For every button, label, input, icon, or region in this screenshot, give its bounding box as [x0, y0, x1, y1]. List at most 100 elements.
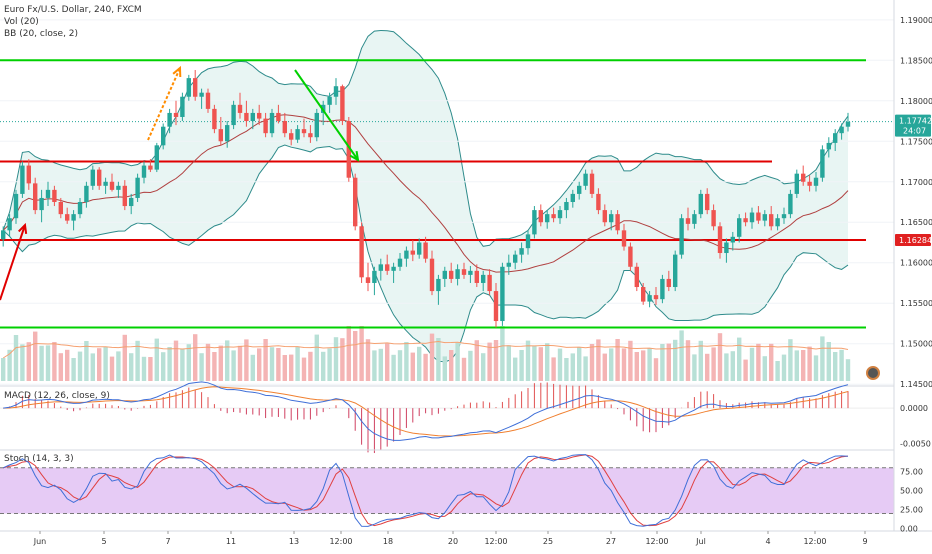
candle-up [525, 234, 531, 249]
candle-up [545, 214, 550, 223]
volume-bar [148, 357, 153, 381]
volume-bar [391, 354, 396, 381]
red-up-arrow [0, 222, 28, 301]
volume-bar [39, 345, 44, 381]
volume-bar [724, 353, 729, 381]
volume-bar [698, 340, 703, 381]
candle-up [647, 295, 652, 302]
volume-bar [116, 351, 121, 381]
time-tick-label: 27 [606, 537, 616, 546]
volume-bar [250, 354, 255, 381]
candle-down [365, 277, 371, 283]
candle-down [410, 250, 415, 255]
time-tick-label: 9 [862, 537, 867, 546]
volume-bar [154, 338, 159, 381]
volume-bar [314, 334, 319, 381]
volume-bar [122, 334, 127, 381]
volume-bar [397, 350, 403, 381]
price-tick-label: 1.18000 [900, 97, 932, 106]
candle-down [596, 193, 601, 211]
candle-up [506, 262, 511, 267]
candle-up [250, 112, 255, 122]
candle-up [698, 193, 703, 215]
bollinger-label: BB (20, close, 2) [4, 29, 79, 39]
volume-bar [26, 342, 31, 381]
price-tick-label: 1.18500 [900, 56, 932, 65]
candle-down [148, 165, 153, 170]
candle-down [621, 230, 627, 247]
candle-up [1, 230, 6, 240]
volume-bar [615, 339, 620, 381]
volume-bar [205, 343, 211, 381]
volume-bar [167, 347, 172, 381]
candle-up [737, 218, 742, 237]
green-down-arrow-shaft [294, 69, 359, 161]
macd-label: MACD (12, 26, close, 9) [4, 391, 110, 401]
candle-down [346, 121, 351, 178]
volume-bar [442, 356, 447, 381]
candle-down [301, 129, 307, 134]
candle-up [730, 236, 735, 243]
volume-bar [481, 353, 486, 381]
price-tick-label: 1.15000 [900, 340, 932, 349]
volume-bar [340, 338, 345, 381]
volume-bar [519, 350, 524, 381]
time-tick-label: 18 [383, 537, 393, 546]
volume-bar [820, 336, 825, 381]
candle-up [129, 197, 134, 207]
candle-up [295, 129, 300, 140]
volume-bar [173, 340, 179, 381]
volume-bar [365, 339, 371, 381]
stoch-tick-label: 25.00 [900, 506, 923, 515]
candle-down [589, 173, 595, 194]
candle-up [692, 214, 697, 224]
volume-bar [410, 352, 415, 381]
volume-bar [653, 358, 659, 381]
volume-bar [71, 358, 76, 381]
level-price-value: 1.16284 [899, 236, 932, 245]
candle-down [65, 214, 70, 221]
volume-bars [1, 326, 851, 381]
candle-down [109, 181, 115, 190]
candle-up [141, 165, 147, 178]
candle-down [97, 169, 102, 186]
candle-up [154, 145, 159, 170]
volume-bar [103, 346, 108, 381]
volume-bar [52, 342, 57, 381]
stoch-label: Stoch (14, 3, 3) [4, 454, 74, 464]
candle-up [775, 218, 780, 227]
volume-bar [532, 345, 537, 381]
candle-up [820, 149, 825, 178]
candle-down [218, 129, 223, 142]
candle-up [378, 264, 383, 271]
time-tick-label: 12:00 [484, 537, 507, 546]
price-tick-label: 1.17000 [900, 178, 932, 187]
volume-bar [378, 348, 383, 381]
candles [1, 70, 851, 328]
volume-bar [199, 353, 204, 381]
candle-up [231, 104, 236, 126]
volume-bar [13, 335, 19, 381]
candle-down [615, 214, 620, 231]
candle-up [391, 266, 396, 271]
candle-down [173, 112, 179, 117]
volume-bar [193, 334, 198, 381]
candle-up [436, 278, 441, 292]
volume-bar [545, 343, 550, 381]
volume-bar [269, 347, 275, 381]
volume-bar [634, 352, 639, 381]
volume-bar [20, 344, 25, 381]
candle-up [845, 121, 851, 127]
volume-bar [525, 340, 531, 381]
replay-marker-icon [866, 366, 880, 380]
macd-legend: MACD (12, 26, close, 9) [4, 390, 110, 402]
candle-up [45, 189, 51, 198]
candle-up [673, 254, 678, 288]
candle-down [353, 177, 358, 227]
candle-down [282, 121, 287, 134]
volume-bar [749, 347, 755, 381]
candle-down [257, 112, 262, 119]
time-tick-label: 12:00 [645, 537, 668, 546]
